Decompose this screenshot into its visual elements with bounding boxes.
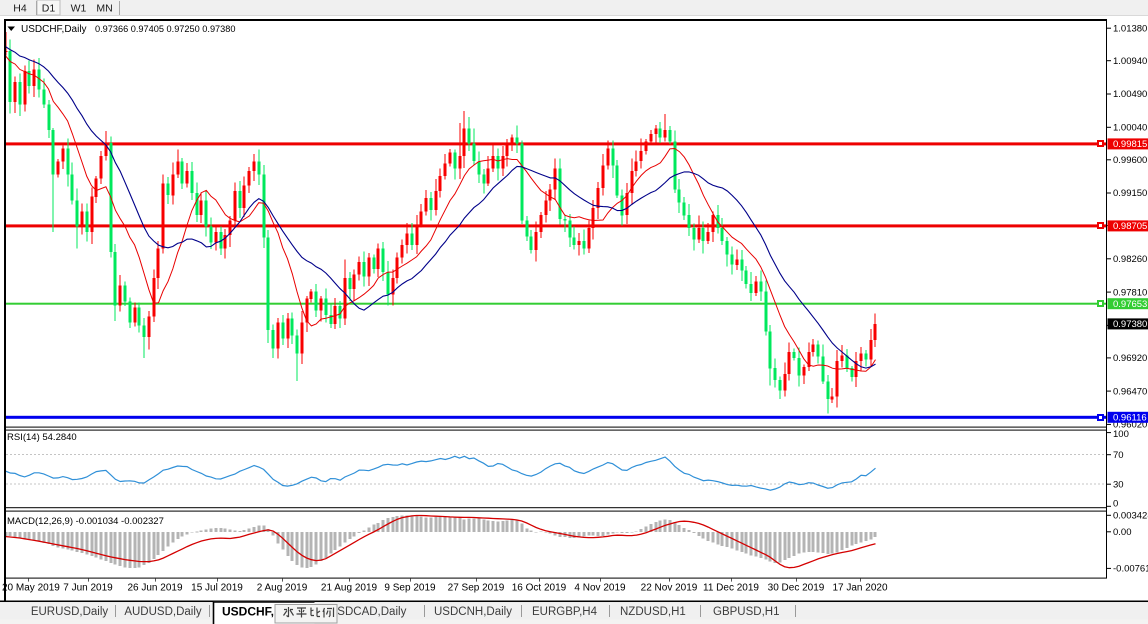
svg-text:22 Nov 2019: 22 Nov 2019 [641, 583, 698, 594]
svg-text:0.96920: 0.96920 [1113, 353, 1147, 364]
svg-text:0.00: 0.00 [1113, 527, 1132, 538]
svg-text:27 Sep 2019: 27 Sep 2019 [448, 583, 505, 594]
svg-text:0: 0 [1113, 499, 1118, 510]
svg-text:H4: H4 [13, 3, 27, 15]
svg-text:17 Jan 2020: 17 Jan 2020 [832, 583, 887, 594]
svg-text:0.96020: 0.96020 [1113, 420, 1147, 431]
svg-text:0.97380: 0.97380 [1113, 319, 1147, 330]
svg-text:MN: MN [96, 3, 112, 15]
svg-text:W1: W1 [71, 3, 87, 15]
svg-text:30: 30 [1113, 479, 1124, 490]
svg-text:AUDUSD,Daily: AUDUSD,Daily [124, 606, 202, 618]
svg-text:1.00940: 1.00940 [1113, 56, 1147, 67]
svg-text:0.98260: 0.98260 [1113, 254, 1147, 265]
svg-text:-0.007615: -0.007615 [1113, 564, 1148, 575]
svg-text:EURGBP,H4: EURGBP,H4 [532, 606, 598, 618]
svg-text:EURUSD,Daily: EURUSD,Daily [31, 606, 109, 618]
svg-text:0.97366 0.97405 0.97250 0.9738: 0.97366 0.97405 0.97250 0.97380 [95, 24, 236, 34]
svg-text:11 Dec 2019: 11 Dec 2019 [703, 583, 759, 594]
svg-text:0.003428: 0.003428 [1113, 511, 1148, 522]
svg-text:USDCHF,Daily: USDCHF,Daily [21, 24, 87, 35]
svg-text:100: 100 [1113, 429, 1129, 440]
svg-text:21 Aug 2019: 21 Aug 2019 [321, 583, 378, 594]
svg-text:0.99600: 0.99600 [1113, 155, 1147, 166]
svg-text:RSI(14) 54.2840: RSI(14) 54.2840 [7, 432, 77, 443]
svg-text:0.97653: 0.97653 [1113, 299, 1147, 310]
svg-text:NZDUSD,H1: NZDUSD,H1 [620, 606, 686, 618]
svg-text:4 Nov 2019: 4 Nov 2019 [574, 583, 626, 594]
svg-text:GBPUSD,H1: GBPUSD,H1 [713, 606, 779, 618]
svg-text:70: 70 [1113, 450, 1124, 461]
svg-text:USDCAD,Daily: USDCAD,Daily [329, 606, 407, 618]
svg-text:15 Jul 2019: 15 Jul 2019 [191, 583, 243, 594]
svg-text:0.98705: 0.98705 [1113, 221, 1147, 232]
svg-text:MACD(12,26,9) -0.001034 -0.002: MACD(12,26,9) -0.001034 -0.002327 [7, 516, 164, 527]
svg-text:9 Sep 2019: 9 Sep 2019 [384, 583, 436, 594]
svg-text:0.99150: 0.99150 [1113, 188, 1147, 199]
svg-text:1.00040: 1.00040 [1113, 123, 1147, 134]
svg-text:0.97810: 0.97810 [1113, 287, 1147, 298]
svg-text:0.96470: 0.96470 [1113, 386, 1147, 397]
svg-text:7 Jun 2019: 7 Jun 2019 [63, 583, 113, 594]
svg-text:1.00490: 1.00490 [1113, 89, 1147, 100]
svg-text:26 Jun 2019: 26 Jun 2019 [127, 583, 182, 594]
svg-text:0.96116: 0.96116 [1113, 413, 1147, 424]
svg-text:USDCNH,Daily: USDCNH,Daily [434, 606, 512, 618]
svg-text:30 Dec 2019: 30 Dec 2019 [768, 583, 825, 594]
svg-text:2 Aug 2019: 2 Aug 2019 [257, 583, 308, 594]
svg-text:16 Oct 2019: 16 Oct 2019 [512, 583, 567, 594]
svg-text:20 May 2019: 20 May 2019 [2, 583, 60, 594]
svg-text:1.01380: 1.01380 [1113, 23, 1147, 34]
svg-text:D1: D1 [42, 3, 56, 15]
svg-text:0.99815: 0.99815 [1113, 139, 1147, 150]
